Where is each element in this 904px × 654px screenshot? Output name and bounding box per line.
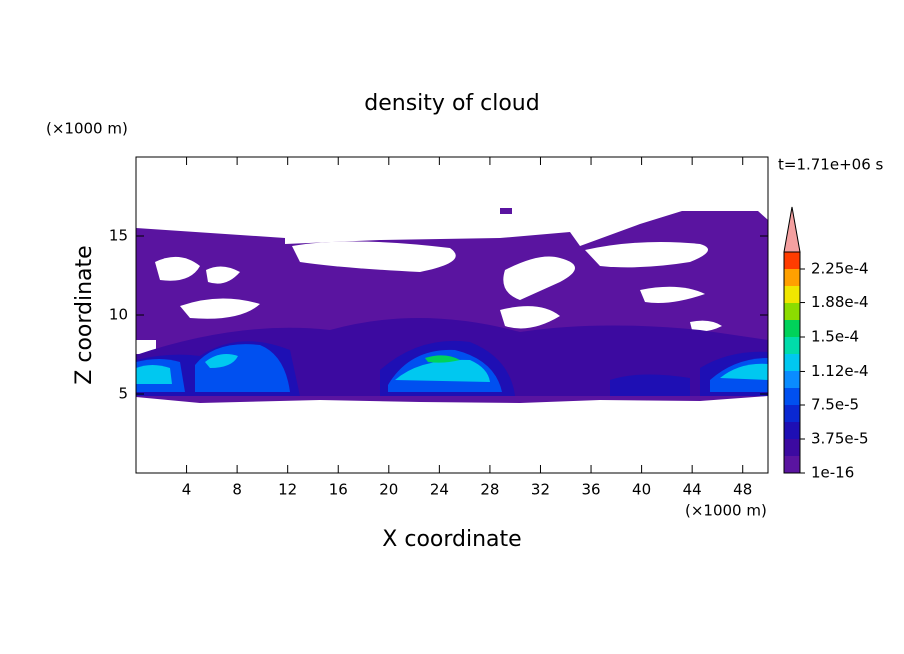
contour-region xyxy=(720,363,768,380)
x-tick-label: 24 xyxy=(430,481,449,499)
y-unit: (×1000 m) xyxy=(46,120,128,138)
colorbar-band xyxy=(784,303,800,320)
colorbar-tick-label: 3.75e-5 xyxy=(811,430,869,448)
contour-gap xyxy=(155,256,200,281)
colorbar-band xyxy=(784,354,800,371)
x-axis-label: X coordinate xyxy=(382,527,521,552)
contour-region xyxy=(395,359,490,382)
colorbar-band xyxy=(784,456,800,473)
colorbar-tick-label: 2.25e-4 xyxy=(811,260,869,278)
x-tick-label: 48 xyxy=(733,481,752,499)
contour-gap xyxy=(500,306,560,329)
colorbar-band xyxy=(784,252,800,269)
colorbar-band xyxy=(784,388,800,405)
y-tick-label: 5 xyxy=(118,385,128,403)
x-tick-label: 32 xyxy=(531,481,550,499)
x-tick-label: 8 xyxy=(232,481,242,499)
colorbar-tick-label: 1.88e-4 xyxy=(811,293,869,311)
colorbar-frame xyxy=(783,251,801,474)
contour-region xyxy=(205,354,238,368)
colorbar-over xyxy=(783,206,801,253)
y-tick-label: 10 xyxy=(109,306,128,324)
contour-gap xyxy=(640,286,705,303)
x-tick-label: 36 xyxy=(581,481,600,499)
contour-gap xyxy=(180,298,260,319)
colorbar-tick-label: 1.12e-4 xyxy=(811,362,869,380)
colorbar-band xyxy=(784,422,800,439)
colorbar-band xyxy=(784,320,800,337)
contour-region xyxy=(500,208,512,214)
x-tick-label: 28 xyxy=(480,481,499,499)
colorbar-band xyxy=(784,337,800,354)
colorbar-band xyxy=(784,269,800,286)
contour-gap xyxy=(292,241,456,272)
colorbar-band xyxy=(784,371,800,388)
contour-gap xyxy=(585,242,708,268)
contour-gap xyxy=(690,320,722,332)
x-tick-label: 40 xyxy=(632,481,651,499)
colorbar-tick-label: 1.5e-4 xyxy=(811,328,859,346)
x-tick-label: 4 xyxy=(182,481,192,499)
contour-gap xyxy=(206,266,240,284)
contour-gap xyxy=(503,256,575,300)
colorbar-band xyxy=(784,286,800,303)
x-unit: (×1000 m) xyxy=(685,502,767,520)
time-label: t=1.71e+06 s xyxy=(778,156,884,174)
y-tick-label: 15 xyxy=(109,227,128,245)
x-tick-label: 16 xyxy=(329,481,348,499)
contour-region xyxy=(610,374,690,396)
colorbar-band xyxy=(784,439,800,456)
colorbar-band xyxy=(784,405,800,422)
contour-region xyxy=(136,365,172,384)
x-tick-label: 20 xyxy=(379,481,398,499)
colorbar-tick-label: 1e-16 xyxy=(811,464,854,482)
contour-field xyxy=(136,208,768,403)
x-tick-label: 44 xyxy=(683,481,702,499)
colorbar-tick-label: 7.5e-5 xyxy=(811,396,859,414)
contour-region xyxy=(425,355,460,363)
y-axis-label: Z coordinate xyxy=(72,245,97,384)
chart-title: density of cloud xyxy=(364,91,539,116)
x-tick-label: 12 xyxy=(278,481,297,499)
